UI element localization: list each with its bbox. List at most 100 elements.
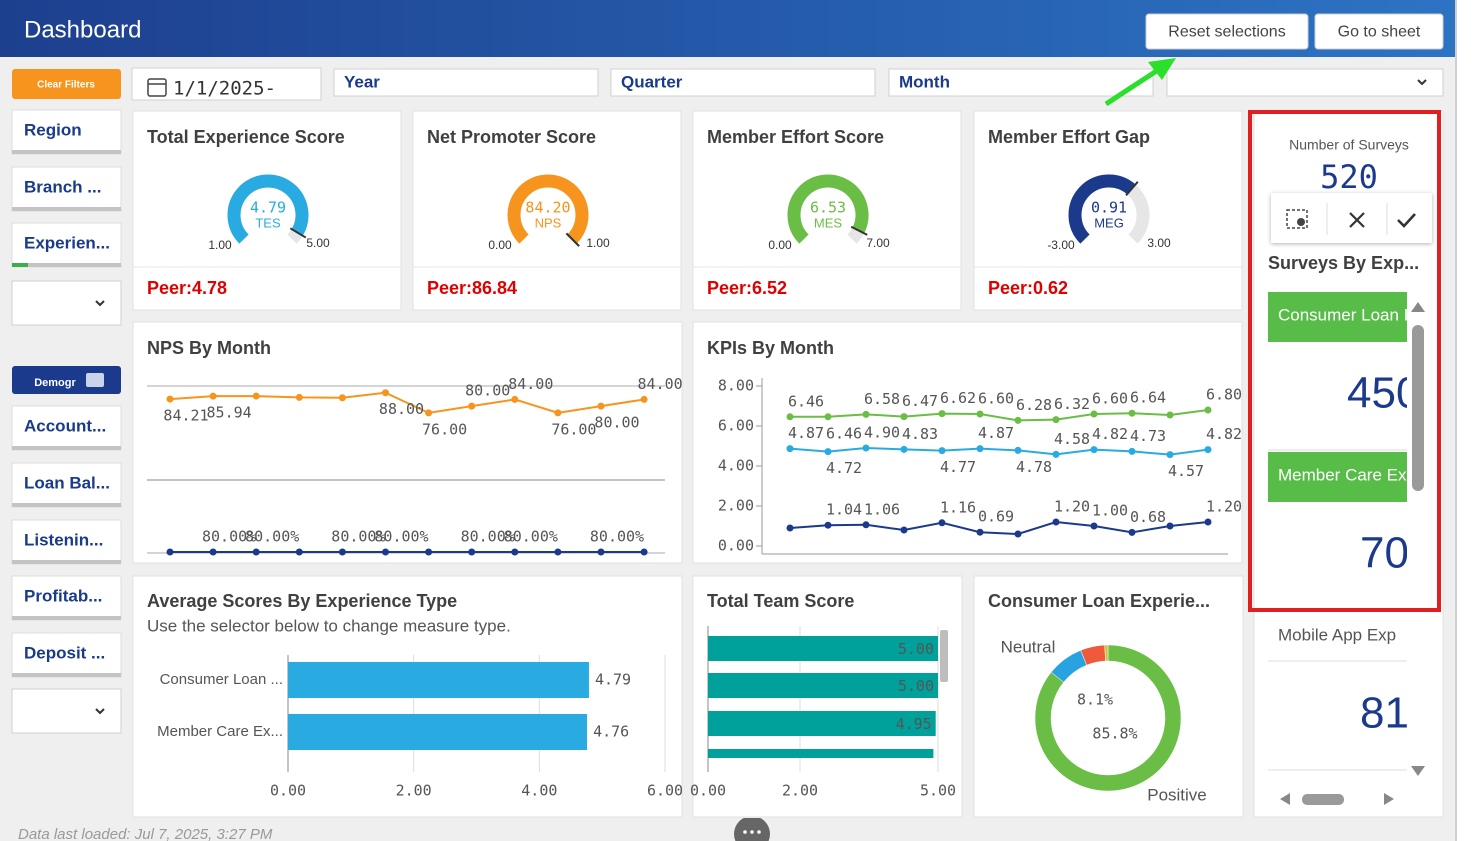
bar xyxy=(288,714,588,750)
demographics-label[interactable]: Demogr xyxy=(34,377,76,389)
scrollbar-thumb[interactable] xyxy=(1412,325,1424,491)
survey-card-header[interactable] xyxy=(1268,292,1438,342)
sidebar-filter[interactable] xyxy=(11,222,122,268)
data-point xyxy=(554,409,562,417)
filter-dropdown[interactable] xyxy=(1166,68,1444,97)
clear-selection-icon[interactable] xyxy=(1286,209,1308,229)
data-point xyxy=(900,413,908,421)
filter-field[interactable] xyxy=(610,68,876,97)
header-button-label[interactable]: Reset selections xyxy=(1168,24,1285,41)
data-point xyxy=(209,548,217,556)
filter-field-label[interactable]: Year xyxy=(344,72,380,91)
data-label: 4.58 xyxy=(1054,430,1090,448)
data-point xyxy=(166,548,174,556)
donut-segment xyxy=(1034,644,1182,792)
clear-filters-label[interactable]: Clear Filters xyxy=(37,80,95,91)
data-label: 4.78 xyxy=(1016,458,1052,476)
filter-field-label[interactable]: Quarter xyxy=(621,72,683,91)
selection-toolbar xyxy=(1271,193,1432,243)
sidebar-filter[interactable] xyxy=(11,166,122,212)
data-point xyxy=(1052,518,1060,526)
sidebar-dropdown[interactable] xyxy=(11,688,122,734)
donut-segment xyxy=(1104,644,1109,662)
data-point xyxy=(1090,410,1098,418)
card-title: Net Promoter Score xyxy=(427,127,596,147)
filter-field[interactable] xyxy=(888,68,1154,97)
more-button-dot[interactable] xyxy=(743,830,747,834)
confirm-icon[interactable] xyxy=(1397,213,1416,228)
sidebar-filter-label[interactable]: Listenin... xyxy=(24,530,103,549)
filter-field[interactable] xyxy=(333,68,599,97)
surveys-label: Number of Surveys xyxy=(1289,137,1409,153)
scroll-right-arrow[interactable] xyxy=(1384,793,1394,805)
data-point xyxy=(468,402,476,410)
survey-card-header[interactable] xyxy=(1268,612,1438,662)
data-point xyxy=(1204,446,1212,454)
sidebar-filter-label[interactable]: Loan Bal... xyxy=(24,473,110,492)
data-point xyxy=(468,548,476,556)
gauge-value: 0.91 xyxy=(1091,199,1127,217)
sidebar-filter-label[interactable]: Account... xyxy=(24,416,106,435)
survey-card-name[interactable]: Member Care Ex xyxy=(1278,465,1407,484)
date-filter-label[interactable]: 1/1/2025- xyxy=(173,78,276,100)
data-label: 88.00 xyxy=(379,400,424,418)
selection-bar xyxy=(12,673,121,677)
header-button-label[interactable]: Go to sheet xyxy=(1338,24,1421,41)
sidebar-filter-label[interactable]: Deposit ... xyxy=(24,643,105,662)
gauge-code: TES xyxy=(255,215,281,230)
data-point xyxy=(1166,522,1174,530)
survey-card-header[interactable] xyxy=(1268,452,1438,502)
clear-filters-button[interactable] xyxy=(12,69,121,99)
survey-card-name[interactable]: Consumer Loan I xyxy=(1278,305,1408,324)
more-button[interactable] xyxy=(734,816,770,841)
header-button[interactable] xyxy=(1145,13,1309,50)
data-label: 84.00 xyxy=(638,375,683,393)
sidebar-filter[interactable] xyxy=(11,575,122,621)
data-label: 1.00 xyxy=(1092,502,1128,520)
sidebar-filter-label[interactable]: Branch ... xyxy=(24,177,101,196)
sidebar-filter-label[interactable]: Profitab... xyxy=(24,586,102,605)
header-button[interactable] xyxy=(1314,13,1444,50)
sidebar-filter[interactable] xyxy=(11,462,122,508)
cancel-icon[interactable] xyxy=(1349,212,1365,228)
data-point xyxy=(252,392,260,400)
gauge-code: MES xyxy=(814,215,843,230)
more-button-dot[interactable] xyxy=(750,830,754,834)
sidebar-filter[interactable] xyxy=(11,632,122,678)
data-point xyxy=(425,548,433,556)
data-point xyxy=(938,447,946,455)
data-label: 80.00 xyxy=(594,414,639,432)
scroll-down-arrow[interactable] xyxy=(1411,766,1425,776)
data-point xyxy=(1090,522,1098,530)
filter-field-label[interactable]: Month xyxy=(899,72,950,91)
data-label: 80.00 xyxy=(465,382,510,400)
demographics-icon xyxy=(86,373,104,387)
sidebar-filter-label[interactable]: Experien... xyxy=(24,233,110,252)
scroll-left-arrow[interactable] xyxy=(1280,793,1290,805)
data-point xyxy=(1204,406,1212,414)
gauge-max-label: 7.00 xyxy=(866,236,890,250)
data-point xyxy=(786,524,794,532)
survey-card-value: 450 xyxy=(1347,369,1420,418)
data-label: 4.57 xyxy=(1168,462,1204,480)
x-tick-label: 2.00 xyxy=(782,782,818,800)
data-point xyxy=(824,521,832,529)
scroll-up-arrow[interactable] xyxy=(1411,302,1425,312)
data-load-info: Data last loaded: Jul 7, 2025, 3:27 PM xyxy=(18,826,273,841)
survey-card-name[interactable]: Mobile App Exp xyxy=(1278,625,1396,644)
card-title: Member Effort Score xyxy=(707,127,884,147)
sidebar-filter[interactable] xyxy=(11,109,122,155)
selection-bar xyxy=(12,560,121,564)
data-point xyxy=(1014,416,1022,424)
scrollbar-thumb[interactable] xyxy=(1302,794,1344,805)
data-point xyxy=(824,413,832,421)
gauge-value: 4.79 xyxy=(250,199,286,217)
data-label: 80.00% xyxy=(461,528,515,546)
data-point xyxy=(640,395,648,403)
selection-bar xyxy=(12,446,121,450)
gauge-min-label: 0.00 xyxy=(768,238,792,252)
more-button-dot[interactable] xyxy=(757,830,761,834)
clear-selection-icon[interactable] xyxy=(1297,218,1305,226)
sidebar-filter-label[interactable]: Region xyxy=(24,120,82,139)
sidebar-dropdown[interactable] xyxy=(11,280,122,326)
